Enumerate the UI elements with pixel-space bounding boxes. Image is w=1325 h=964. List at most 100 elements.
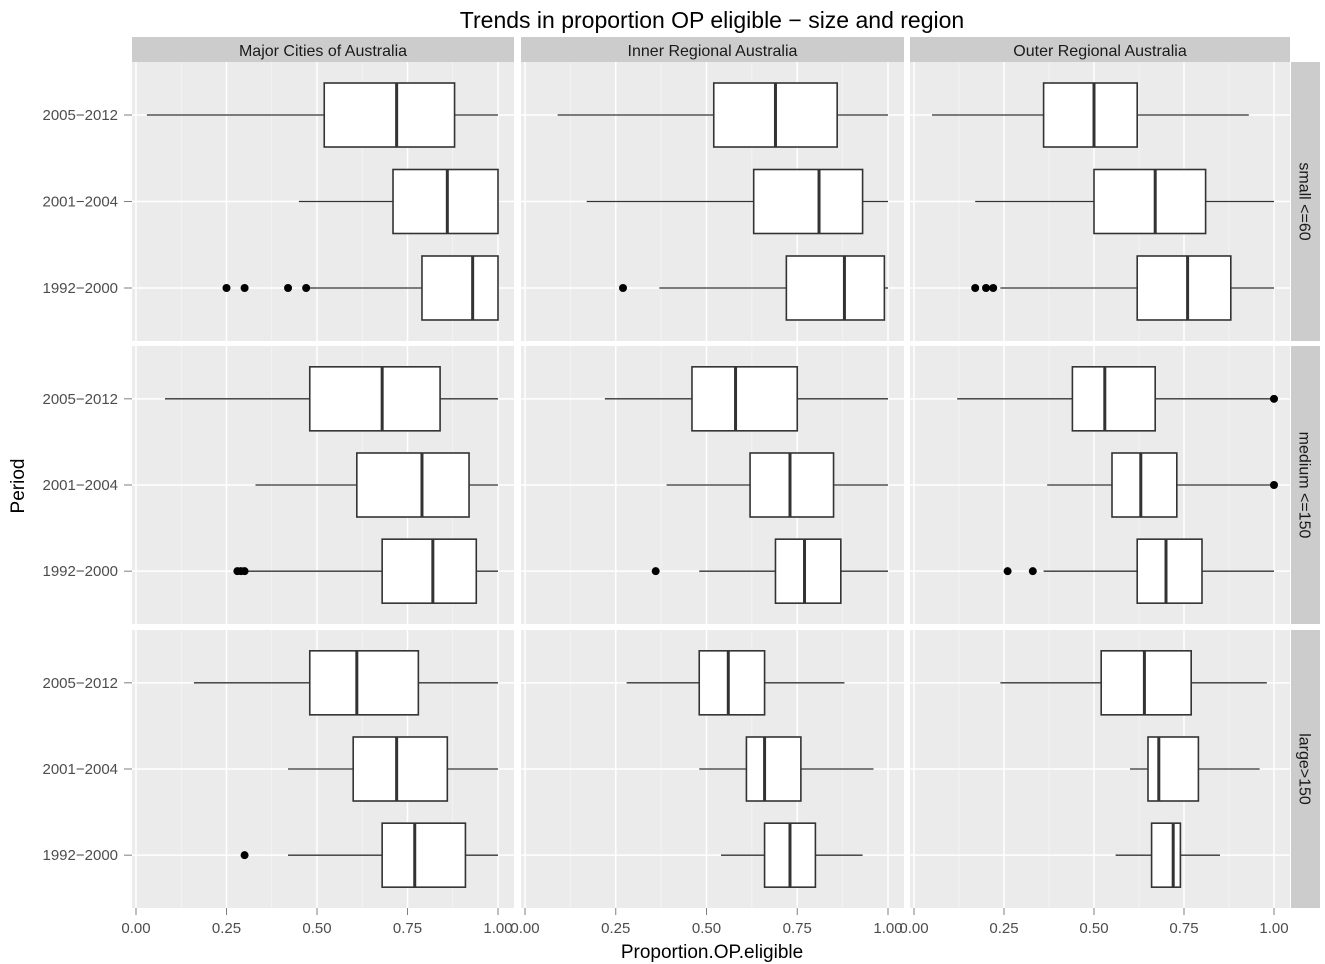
column-strip-label: Outer Regional Australia [1013,43,1187,60]
outlier-point [1270,481,1278,489]
box-iqr [381,538,478,604]
x-tick-label: 0.75 [1169,920,1198,937]
box-iqr [749,452,835,518]
boxplot-small-60-major-cities-of-australia-1992-2000 [222,255,499,321]
box-iqr [785,255,886,321]
boxplot-medium-150-outer-regional-australia-2001-2004 [1047,452,1278,518]
outlier-point [989,283,998,292]
box-iqr [308,366,441,432]
box-iqr [381,822,467,888]
boxplot-small-60-major-cities-of-australia-2005-2012 [146,82,498,148]
boxplot-small-60-outer-regional-australia-2005-2012 [932,82,1249,148]
x-tick-label: 0.25 [212,920,241,937]
boxplot-medium-150-outer-regional-australia-1992-2000 [1003,538,1274,604]
boxplot-small-60-major-cities-of-australia-2001-2004 [298,168,499,235]
box-iqr [1111,452,1178,518]
boxplot-medium-150-major-cities-of-australia-2001-2004 [255,452,498,518]
boxplot-large-150-inner-regional-australia-2001-2004 [699,736,874,802]
boxplot-large-150-major-cities-of-australia-2005-2012 [193,650,498,716]
box-iqr [1071,366,1157,432]
y-tick-label: 1992−2000 [43,563,119,580]
panels-layer: Major Cities of Australia Inner Regional … [43,37,1320,937]
column-strip-label: Inner Regional Australia [628,43,798,60]
x-tick-label: 0.75 [393,920,422,937]
y-tick-label: 2005−2012 [43,107,119,124]
outlier-point [1003,567,1012,576]
y-tick-label: 1992−2000 [43,847,119,864]
boxplot-large-150-inner-regional-australia-2005-2012 [626,650,845,716]
column-strip [521,37,904,62]
box-iqr [752,168,864,235]
row-strip [1291,630,1320,908]
x-tick-label: 0.50 [302,920,331,937]
x-tick-label: 0.00 [510,920,539,937]
x-tick-label: 0.50 [692,920,721,937]
outlier-point [222,283,231,292]
x-tick-label: 0.50 [1079,920,1108,937]
boxplot-small-60-outer-regional-australia-1992-2000 [971,255,1274,321]
box-iqr [1042,82,1138,148]
x-tick-label: 1.00 [1259,920,1288,937]
boxplot-medium-150-inner-regional-australia-1992-2000 [651,538,888,604]
box-iqr [691,366,799,432]
column-strip-label: Major Cities of Australia [239,43,407,60]
row-strip-label: medium <=150 [1296,432,1313,539]
row-strip [1291,62,1320,341]
boxplot-large-150-major-cities-of-australia-2001-2004 [288,736,498,802]
row-strip-label: small <=60 [1296,162,1313,240]
box-iqr [356,452,470,518]
y-tick-label: 2005−2012 [43,391,119,408]
boxplot-small-60-inner-regional-australia-2005-2012 [557,82,888,148]
box-iqr [774,538,842,604]
box-iqr [323,82,456,148]
x-tick-label: 0.00 [899,920,928,937]
box-iqr [698,650,766,716]
boxplot-large-150-inner-regional-australia-1992-2000 [721,822,863,888]
x-tick-label: 0.75 [783,920,812,937]
outlier-point [302,283,311,292]
outlier-point [240,567,249,576]
box-iqr [1150,822,1182,888]
boxplot-medium-150-major-cities-of-australia-2005-2012 [164,366,498,432]
boxplot-large-150-outer-regional-australia-2005-2012 [1000,650,1267,716]
x-tick-label: 0.25 [989,920,1018,937]
box-iqr [352,736,449,802]
y-axis-title: Period [8,459,29,514]
box-iqr [1093,168,1207,235]
y-tick-label: 1992−2000 [43,280,119,297]
y-tick-label: 2001−2004 [43,194,119,211]
chart-title: Trends in proportion OP eligible − size … [460,7,964,33]
boxplot-small-60-outer-regional-australia-2001-2004 [975,168,1274,235]
outlier-point [284,283,293,292]
outlier-point [619,283,628,292]
outlier-point [971,283,980,292]
row-strip-label: large>150 [1296,733,1313,805]
box-iqr [745,736,802,802]
box-iqr [308,650,420,716]
y-tick-label: 2001−2004 [43,477,119,494]
x-tick-label: 0.00 [121,920,150,937]
outlier-point [240,283,249,292]
x-tick-label: 1.00 [483,920,512,937]
outlier-point [982,283,990,292]
box-iqr [392,168,499,235]
y-tick-label: 2005−2012 [43,675,119,692]
outlier-point [1270,394,1278,403]
x-axis-title: Proportion.OP.eligible [621,942,803,963]
boxplot-medium-150-inner-regional-australia-2001-2004 [666,452,888,518]
boxplot-large-150-major-cities-of-australia-1992-2000 [240,822,498,888]
boxplot-small-60-inner-regional-australia-1992-2000 [619,255,888,321]
box-iqr [1136,255,1232,321]
x-tick-label: 1.00 [873,920,902,937]
outlier-point [651,567,660,576]
column-strip [132,37,514,62]
box-iqr [1136,538,1203,604]
row-strip [1291,346,1320,624]
box-iqr [1100,650,1192,716]
boxplot-large-150-outer-regional-australia-1992-2000 [1115,822,1220,888]
boxplot-medium-150-inner-regional-australia-2005-2012 [604,366,888,432]
box-iqr [1147,736,1200,802]
boxplot-medium-150-major-cities-of-australia-1992-2000 [233,538,498,604]
outlier-point [240,851,249,860]
